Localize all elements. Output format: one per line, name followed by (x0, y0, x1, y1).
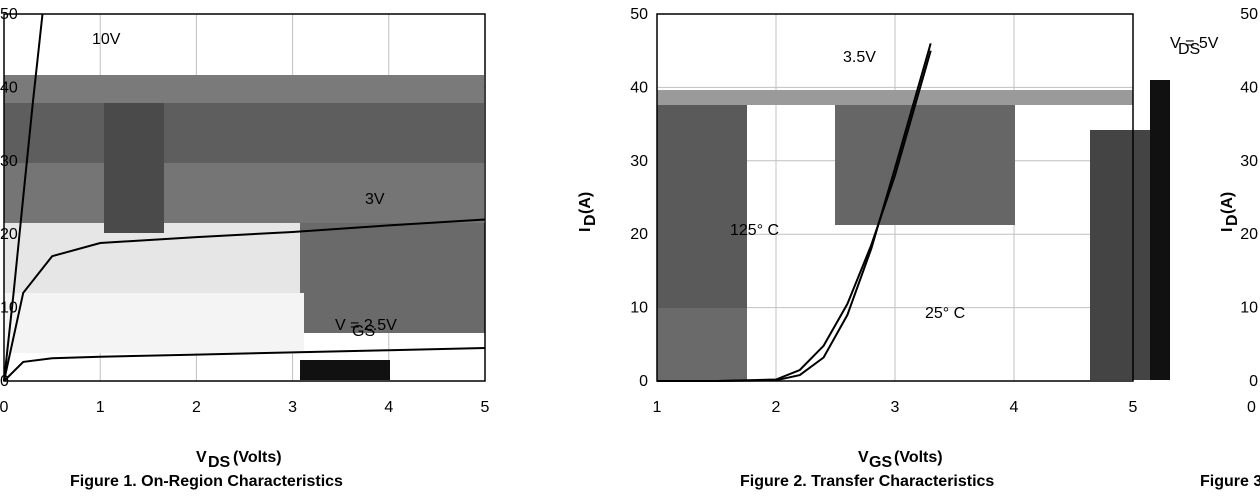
y-tick-label-3: 10 (1240, 300, 1258, 317)
y-axis-label-sub-3: D (1224, 214, 1241, 226)
background-bands-2 (657, 80, 1170, 380)
annotation-25c: 25° C (925, 305, 965, 322)
y-tick-label: 50 (630, 6, 648, 23)
x-tick-labels-1: 0 1 2 3 4 5 (0, 399, 490, 416)
series-line-3v (3, 218, 486, 382)
series-line-2-5v (3, 347, 486, 382)
y-tick-label: 0 (639, 373, 648, 390)
y-tick-label-3: 0 (1249, 373, 1258, 390)
x-tick-label: 0 (0, 399, 9, 416)
series-line-10v (3, 13, 44, 382)
y-tick-label: 10 (0, 300, 18, 317)
annotation-vgs-subscript: GS (352, 323, 375, 340)
y-tick-labels-3: 50 40 30 20 10 0 (1240, 6, 1258, 390)
y-axis-label-main-2: I (577, 228, 594, 232)
annotation-vds-subscript: DS (1178, 41, 1200, 58)
background-band (4, 103, 484, 163)
y-tick-label: 40 (630, 79, 648, 96)
background-band (300, 223, 485, 333)
x-tick-label: 3 (288, 399, 297, 416)
x-axis-label-sub-1: DS (208, 454, 231, 471)
y-tick-label: 30 (0, 153, 18, 170)
x-tick-label: 2 (192, 399, 201, 416)
y-axis-label-3: I D (A) (1219, 192, 1241, 232)
background-band (657, 308, 747, 380)
background-band (4, 75, 484, 103)
y-tick-label-3: 40 (1240, 79, 1258, 96)
background-band (4, 163, 484, 223)
background-band (300, 360, 390, 380)
background-band (1090, 130, 1150, 380)
x-tick-label: 5 (1129, 399, 1138, 416)
annotation-2-5v: V = 2.5V (335, 317, 397, 334)
y-axis-label-unit-2: (A) (577, 192, 594, 214)
y-axis-label-unit-3: (A) (1219, 192, 1236, 214)
annotation-10v: 10V (92, 31, 121, 48)
x-axis-label-sub-2: GS (869, 454, 892, 471)
y-tick-label: 20 (0, 226, 18, 243)
chart-transfer: 1 2 3 4 5 50 40 30 20 10 0 125° C 25° C V = 5V DS… (577, 6, 1219, 490)
x-axis-label-main-1: V (196, 449, 207, 466)
background-band (657, 90, 1133, 105)
series-curves-1 (3, 13, 486, 382)
y-tick-label: 10 (630, 300, 648, 317)
background-band (835, 105, 1015, 225)
background-band (1150, 80, 1170, 380)
x-tick-label: 1 (653, 399, 662, 416)
x-tick-label: 4 (384, 399, 393, 416)
caption-figure-2: Figure 2. Transfer Characteristics (740, 473, 994, 490)
plot-frame-1 (3, 13, 486, 382)
x-tick-label: 2 (772, 399, 781, 416)
y-tick-label-3: 20 (1240, 226, 1258, 243)
x-tick-labels-2: 1 2 3 4 5 (653, 399, 1138, 416)
x-axis-label-unit-1: (Volts) (233, 449, 282, 466)
plot-frame-2 (656, 13, 1134, 382)
y-tick-labels-1: 50 40 30 20 10 0 (0, 6, 18, 390)
y-tick-label: 30 (630, 153, 648, 170)
x-tick-label-3-0: 0 (1247, 399, 1256, 416)
y-tick-label: 50 (0, 6, 18, 23)
y-axis-label-main-3: I (1219, 228, 1236, 232)
annotation-125c: 125° C (730, 222, 779, 239)
background-band (4, 293, 304, 353)
caption-figure-3: Figure 3. (1200, 473, 1260, 490)
y-tick-label: 0 (0, 373, 9, 390)
caption-figure-1: Figure 1. On-Region Characteristics (70, 473, 343, 490)
x-axis-label-unit-2: (Volts) (894, 449, 943, 466)
background-band (104, 103, 164, 233)
y-axis-label-sub-2: D (582, 214, 599, 226)
annotation-3v: 3V (365, 191, 385, 208)
y-tick-label: 40 (0, 79, 18, 96)
x-tick-label: 4 (1010, 399, 1019, 416)
y-tick-label-3: 50 (1240, 6, 1258, 23)
x-tick-label: 3 (891, 399, 900, 416)
y-tick-label: 20 (630, 226, 648, 243)
annotation-vds: V = 5V (1170, 35, 1219, 52)
x-tick-label: 1 (96, 399, 105, 416)
series-curves-2 (657, 43, 932, 382)
y-tick-label-3: 30 (1240, 153, 1258, 170)
y-axis-label-2: I D (A) (577, 192, 599, 232)
chart-partial-right: 50 40 30 20 10 0 0 I D (A) Figure 3. (1200, 6, 1260, 490)
x-tick-label: 5 (481, 399, 490, 416)
x-axis-label-main-2: V (858, 449, 869, 466)
series-line-25-c (657, 43, 932, 382)
background-bands-1 (4, 75, 485, 380)
annotation-3-5v: 3.5V (843, 49, 876, 66)
y-tick-labels-2: 50 40 30 20 10 0 (630, 6, 648, 390)
